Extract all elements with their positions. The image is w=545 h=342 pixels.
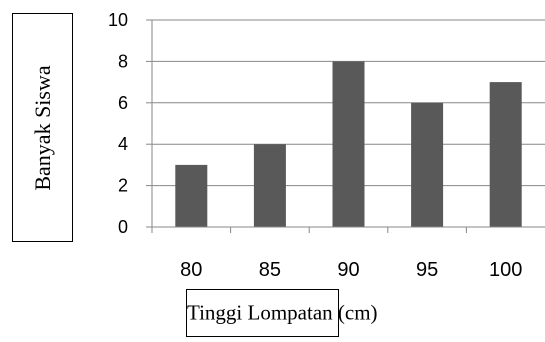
x-axis-label-box: Tinggi Lompatan (cm) [186,289,378,337]
y-tick-label: 6 [118,93,128,113]
bar [253,144,286,227]
y-axis-label-box: Banyak Siswa [12,13,73,242]
y-tick-label: 2 [118,176,128,196]
bar [489,82,522,227]
x-tick-label: 85 [259,259,281,281]
y-tick-label: 10 [108,10,128,30]
x-tick-label: 100 [489,259,522,281]
bar [175,164,208,227]
y-tick-label: 4 [118,134,128,154]
bar [332,61,365,228]
bar [411,102,444,227]
x-tick-label: 80 [180,259,202,281]
x-tick-label: 90 [337,259,359,281]
y-axis-label: Banyak Siswa [29,64,55,191]
y-tick-label: 0 [118,217,128,237]
y-tick-label: 8 [118,51,128,71]
x-axis-label: Tinggi Lompatan (cm) [187,300,378,325]
x-tick-label: 95 [416,259,438,281]
